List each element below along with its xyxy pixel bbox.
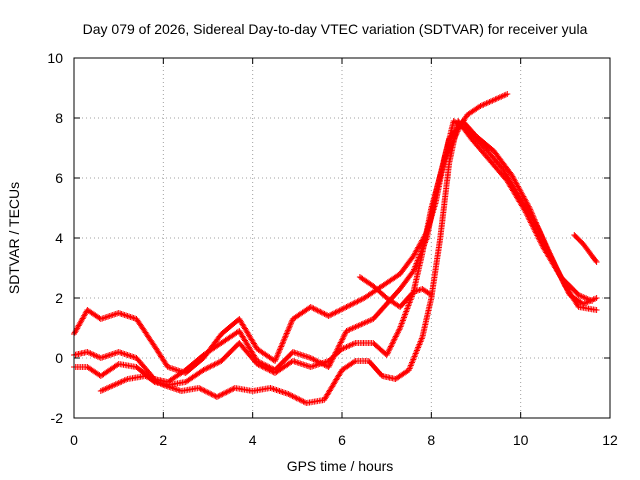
series-marks	[97, 118, 596, 406]
series-marks	[71, 91, 511, 388]
y-tick-label: 2	[55, 290, 63, 306]
series-track-6	[571, 232, 600, 265]
series-track-3	[71, 91, 511, 388]
x-tick-label: 12	[602, 432, 618, 448]
x-tick-label: 8	[427, 432, 435, 448]
grid-lines	[74, 58, 610, 418]
y-tick-label: 6	[55, 170, 63, 186]
x-tick-label: 0	[70, 432, 78, 448]
chart-title: Day 079 of 2026, Sidereal Day-to-day VTE…	[83, 21, 588, 37]
x-tick-label: 2	[159, 432, 167, 448]
series-track-5	[356, 274, 435, 310]
series-track-4	[97, 118, 596, 406]
y-tick-label: -2	[51, 410, 64, 426]
x-tick-label: 4	[249, 432, 257, 448]
axis-ticks: 0 2 4 6 8 10 12 -2 0 2 4 6 8 10	[47, 50, 618, 448]
y-axis-label: SDTVAR / TECUs	[6, 182, 22, 294]
x-tick-label: 6	[338, 432, 346, 448]
y-tick-label: 0	[55, 350, 63, 366]
series-marks	[571, 232, 600, 265]
x-tick-label: 10	[513, 432, 529, 448]
series-marks	[356, 274, 435, 310]
y-tick-label: 8	[55, 110, 63, 126]
y-tick-label: 4	[55, 230, 63, 246]
x-axis-label: GPS time / hours	[287, 458, 394, 474]
y-tick-label: 10	[47, 50, 63, 66]
